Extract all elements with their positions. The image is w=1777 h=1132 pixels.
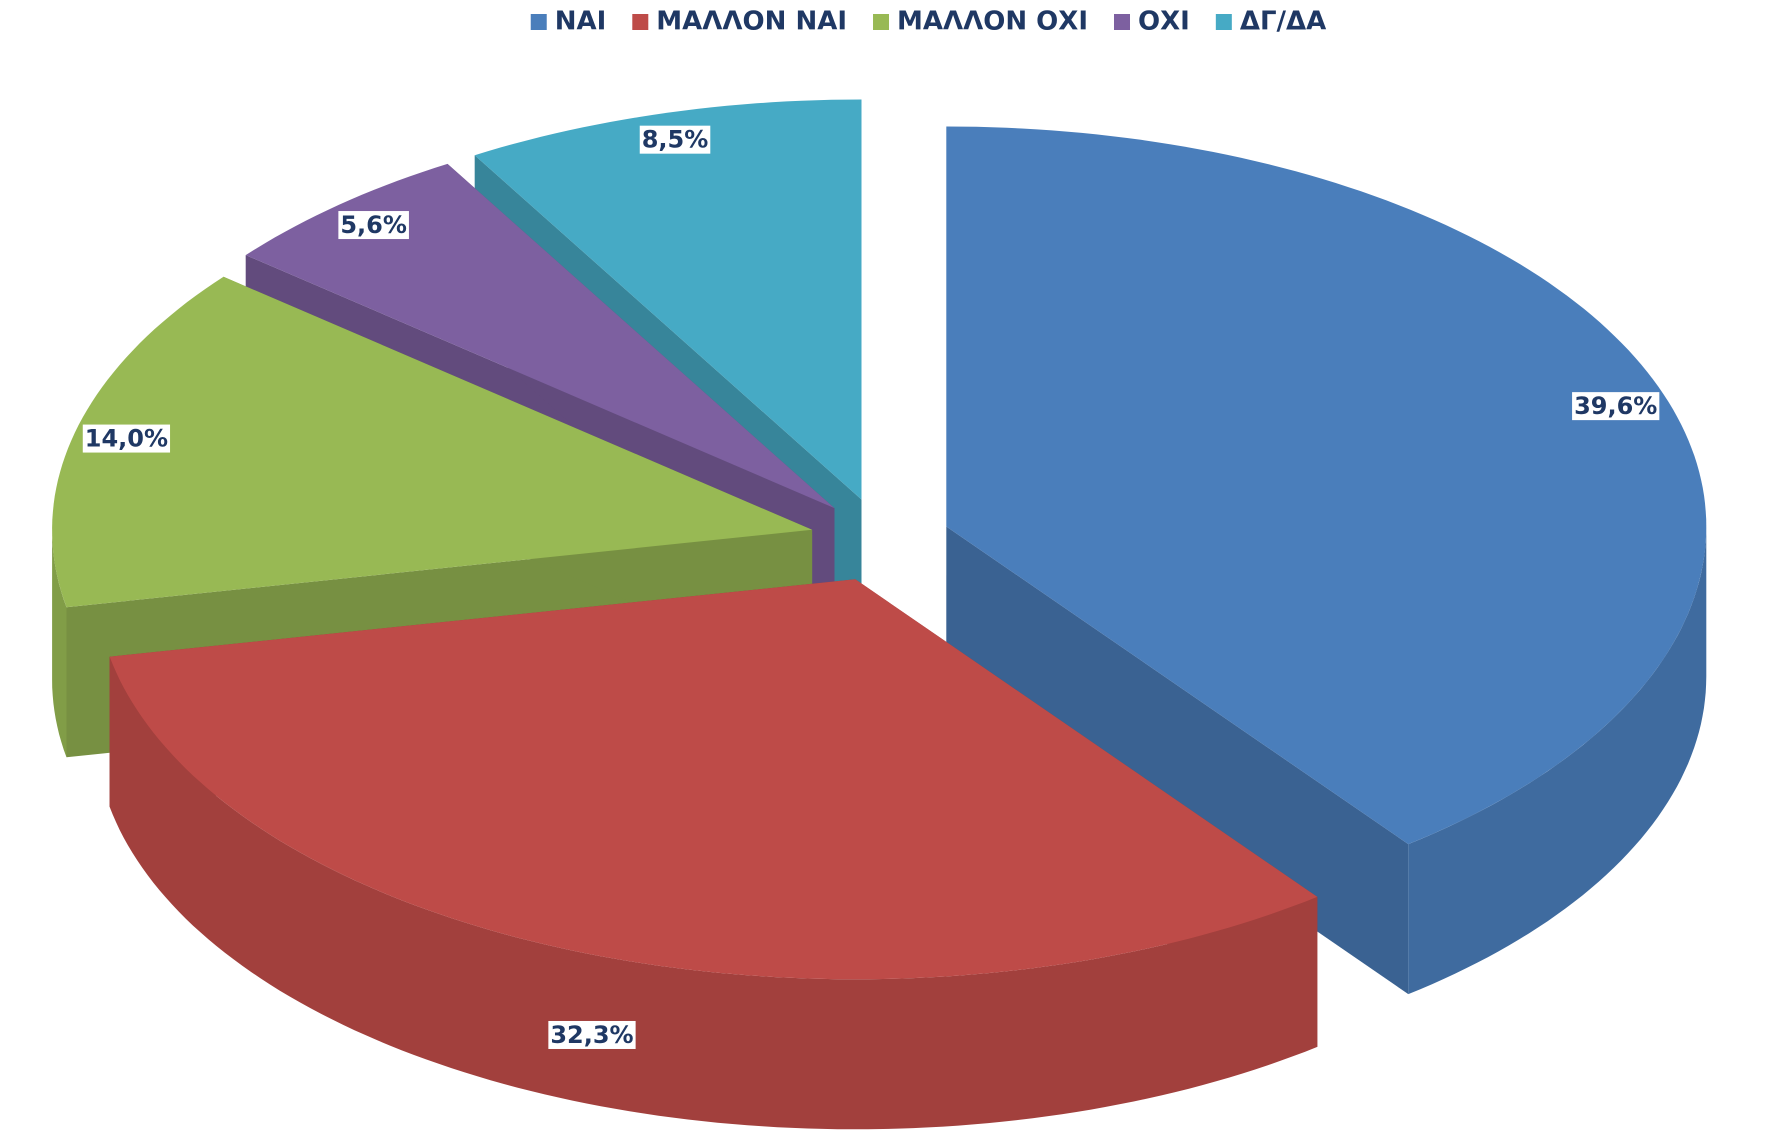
legend-label: ΜΑΛΛΟΝ ΝΑΙ [656, 7, 847, 37]
legend: ΝΑΙ ΜΑΛΛΟΝ ΝΑΙ ΜΑΛΛΟΝ ΟΧΙ ΟΧΙ ΔΓ/ΔΑ [530, 7, 1326, 37]
legend-swatch [873, 14, 890, 30]
data-label: 5,6% [340, 211, 407, 239]
data-label-bg [1572, 392, 1660, 421]
data-label-bg [82, 424, 171, 453]
data-labels: 39,6% 32,3% 14,0% 5,6% 8,5% [82, 125, 1660, 1049]
data-label-bg [639, 125, 711, 154]
legend-swatch [632, 14, 649, 30]
legend-swatch [1215, 14, 1232, 30]
slice-wall [52, 529, 67, 758]
slice-side [946, 526, 1409, 995]
data-label: 39,6% [1574, 392, 1657, 420]
legend-swatch [530, 14, 547, 30]
data-label: 8,5% [642, 126, 709, 154]
slice [474, 99, 862, 500]
legend-label: ΜΑΛΛΟΝ ΟΧΙ [897, 7, 1088, 37]
pie [52, 99, 1707, 1130]
slice [946, 126, 1707, 845]
data-label-bg [338, 211, 409, 240]
legend-label: ΟΧΙ [1138, 7, 1190, 37]
legend-swatch [1114, 14, 1130, 30]
data-label-bg [548, 1020, 636, 1049]
slice [52, 276, 813, 608]
legend-label: ΔΓ/ΔΑ [1240, 7, 1326, 37]
data-label: 32,3% [550, 1021, 633, 1049]
slice-wall [109, 656, 1318, 1130]
slice-wall [1408, 526, 1707, 995]
data-label: 14,0% [85, 425, 168, 453]
legend-label: ΝΑΙ [555, 7, 607, 37]
slice [109, 579, 1318, 980]
slice [245, 163, 835, 509]
